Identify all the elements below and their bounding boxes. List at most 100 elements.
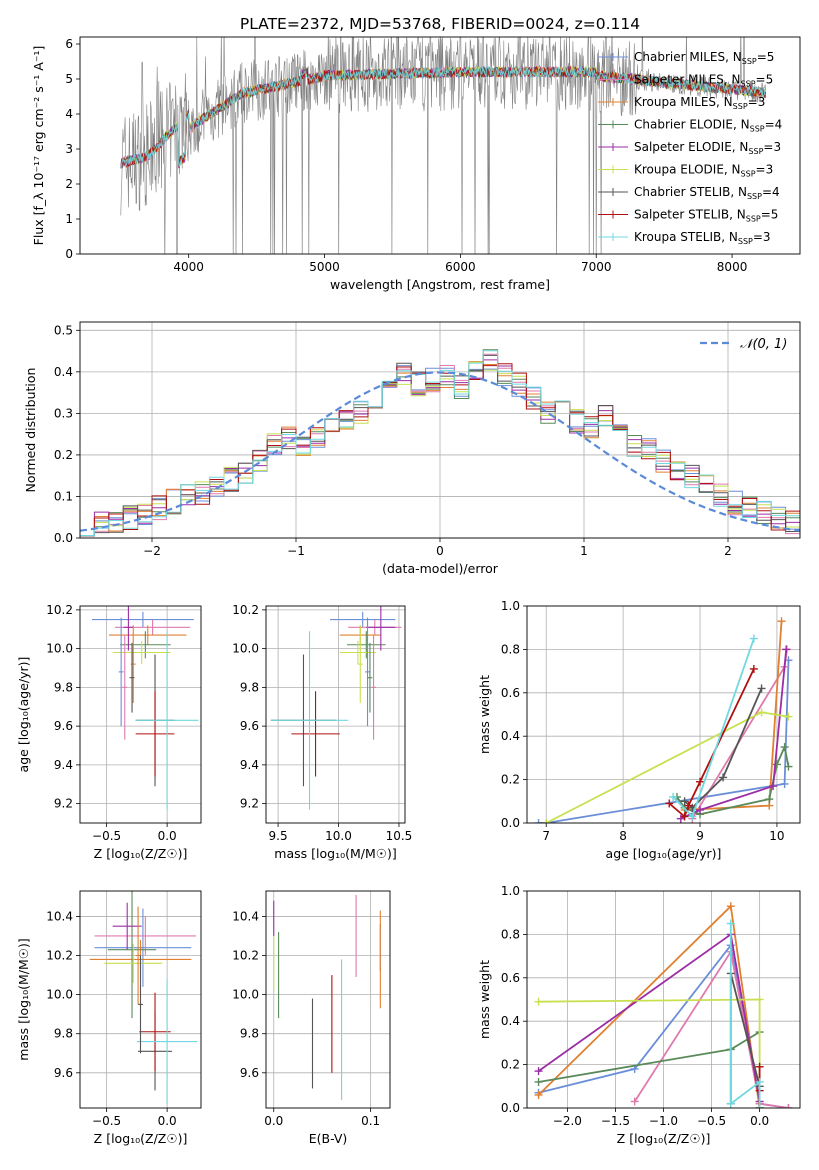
axes-frame — [526, 890, 801, 1109]
legend-entry: 𝒩(0, 1) — [740, 337, 787, 352]
plot-marks — [89, 891, 198, 1105]
series-marker — [772, 760, 781, 769]
errorbar-point — [104, 943, 163, 983]
plot-marks — [270, 606, 402, 810]
axes-frame — [79, 36, 801, 255]
errorbar-point — [107, 891, 157, 1019]
y-tick-label: 0.4 — [501, 1014, 520, 1028]
errorbar-point — [94, 916, 197, 956]
legend-entry: Kroupa STELIB, NSSP=3 — [634, 230, 771, 246]
x-axis-label: wavelength [Angstrom, rest frame] — [330, 277, 550, 292]
series-marker — [669, 792, 678, 801]
x-tick-label: −0.5 — [697, 1114, 726, 1128]
y-tick-label: 0.2 — [501, 1058, 520, 1072]
y-tick-label: 10.0 — [232, 988, 259, 1002]
plot-marks — [92, 606, 199, 810]
x-axis-label: age [log₁₀(age/yr)] — [606, 846, 722, 861]
panel-mass_vs_ebv: 0.0 0.1 9.6 9.8 10.0 10.2 10.4 E(B-V) — [232, 890, 391, 1146]
plot-area: 4000 5000 6000 7000 8000 0 1 2 3 4 5 6 wavelength [A… — [16, 36, 801, 1146]
panel-mass_vs_Z: −0.5 0.0 9.6 9.8 10.0 10.2 10.4 Z [log₁₀(Z/Z☉)]… — [16, 890, 202, 1146]
x-tick-label: −1 — [287, 544, 305, 558]
y-tick-label: 10.0 — [232, 642, 259, 656]
x-tick-label: 0 — [436, 544, 444, 558]
x-tick-label: −0.5 — [92, 829, 121, 843]
x-axis-label: mass [log₁₀(M/M☉)] — [274, 846, 396, 861]
y-tick-label: 0.6 — [501, 971, 520, 985]
series-marker — [780, 743, 789, 752]
y-tick-label: 0.2 — [501, 773, 520, 787]
y-tick-label: 0.2 — [54, 448, 73, 462]
y-tick-label: 0.5 — [54, 323, 73, 337]
axes-frame — [79, 605, 202, 824]
errorbar-point — [122, 635, 128, 740]
x-tick-label: 5000 — [309, 260, 340, 274]
series-marker — [719, 773, 728, 782]
y-tick-label: 3 — [65, 142, 73, 156]
axes-frame — [526, 605, 801, 824]
x-tick-label: 0.1 — [361, 1114, 380, 1128]
y-tick-label: 1.0 — [501, 599, 520, 613]
x-tick-label: 8000 — [717, 260, 748, 274]
y-tick-label: 9.6 — [54, 1066, 73, 1080]
errorbar-point — [330, 611, 396, 628]
legend-entry: Salpeter ELODIE, NSSP=3 — [634, 140, 781, 156]
x-axis-label: Z [log₁₀(Z/Z☉)] — [94, 846, 188, 861]
series-marker — [534, 819, 543, 823]
y-tick-label: 10.2 — [46, 949, 73, 963]
spectrum-data-line — [120, 37, 767, 254]
y-tick-label: 1.0 — [501, 884, 520, 898]
x-tick-label: 2 — [724, 544, 732, 558]
errorbar-point — [135, 906, 141, 1005]
series-marker — [726, 902, 735, 911]
y-tick-label: 9.8 — [240, 680, 259, 694]
y-tick-label: 9.6 — [240, 1066, 259, 1080]
series-line-salpeter_stelib — [668, 668, 755, 819]
y-tick-label: 0.0 — [501, 816, 520, 830]
series-marker — [749, 634, 758, 643]
y-tick-label: 10.4 — [46, 909, 73, 923]
x-tick-label: 10.5 — [386, 829, 413, 843]
legend: Chabrier MILES, NSSP=5 Salpeter MILES, NS… — [598, 50, 782, 246]
plot-marks — [534, 902, 793, 1108]
series-line-kroupa_stelib — [672, 638, 755, 819]
gaussian-curve — [80, 371, 800, 532]
errorbar-point — [112, 640, 171, 665]
x-axis-label: Z [log₁₀(Z/Z☉)] — [617, 1131, 711, 1146]
series-marker — [755, 1077, 764, 1086]
series-marker — [749, 664, 758, 673]
y-tick-label: 9.6 — [240, 719, 259, 733]
errorbar-point — [109, 625, 187, 645]
legend-entry: Kroupa MILES, NSSP=3 — [634, 95, 765, 111]
series-marker — [726, 1099, 735, 1108]
y-axis-label: mass weight — [477, 960, 492, 1039]
y-tick-label: 9.8 — [54, 680, 73, 694]
series-marker — [680, 812, 689, 821]
series-marker — [534, 997, 543, 1006]
x-tick-label: 9 — [696, 829, 704, 843]
y-tick-label: 5 — [65, 72, 73, 86]
y-tick-label: 9.4 — [240, 758, 259, 772]
plot-marks — [120, 37, 767, 254]
legend-entry: Kroupa ELODIE, NSSP=3 — [634, 163, 773, 179]
y-tick-label: 0.8 — [501, 927, 520, 941]
errorbar-point — [138, 955, 143, 1054]
y-tick-label: 9.8 — [54, 1027, 73, 1041]
panel-weight_vs_Z: −2.0 −1.5 −1.0 −0.5 0.0 0.0 0.2 0.4 0.6 0.8 1.0 Z [… — [477, 884, 801, 1146]
series-marker — [696, 777, 705, 786]
errorbar-point — [112, 902, 142, 950]
panel-spectrum: 4000 5000 6000 7000 8000 0 1 2 3 4 5 6 wavelength [A… — [31, 36, 801, 292]
panel-age_vs_Z: −0.5 0.0 9.2 9.4 9.6 9.8 10.0 10.2 Z [log₁₀(Z/Z☉… — [16, 603, 202, 861]
errorbar-point — [291, 691, 340, 777]
series-line-chabrier_elodie — [538, 1031, 761, 1083]
series-marker — [665, 799, 674, 808]
errorbar-point — [135, 631, 199, 810]
series-marker — [755, 1104, 764, 1108]
y-axis-label: age [log₁₀(age/yr)] — [16, 657, 31, 773]
y-tick-label: 9.2 — [240, 797, 259, 811]
series-marker — [784, 1104, 793, 1108]
series-line-kroupa_stelib — [729, 923, 761, 1108]
series-marker — [726, 919, 735, 928]
legend-entry: Chabrier MILES, NSSP=5 — [634, 50, 774, 66]
errorbar-point — [129, 642, 135, 713]
axes-frame — [79, 890, 202, 1109]
